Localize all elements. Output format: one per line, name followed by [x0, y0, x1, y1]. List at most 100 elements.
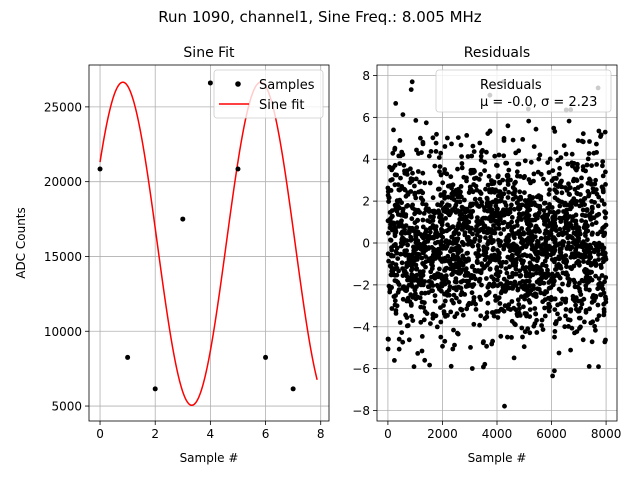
residual-point: [471, 298, 477, 304]
residual-point: [404, 238, 410, 244]
residual-point: [457, 199, 463, 205]
residual-point: [469, 225, 474, 231]
residual-point: [509, 215, 515, 220]
residual-point: [531, 264, 537, 270]
residuals-chart: Residuals 0 2000 4000 6000 8000 −8 −6 −4 −2 0 2 4 6 8…: [352, 45, 621, 465]
residual-point: [541, 200, 547, 206]
residual-point: [404, 315, 410, 320]
residual-point: [427, 229, 433, 235]
residual-point: [478, 297, 484, 302]
residual-point: [564, 246, 570, 251]
residual-point: [420, 217, 426, 223]
residual-point: [549, 227, 555, 233]
residual-point: [574, 244, 580, 249]
residual-point: [505, 172, 511, 178]
residual-point: [562, 214, 568, 220]
residual-point: [398, 222, 404, 228]
residual-point: [527, 260, 533, 266]
residual-point: [456, 299, 462, 305]
residual-point: [387, 210, 393, 215]
residual-point: [563, 151, 569, 157]
residual-point: [575, 165, 580, 171]
residual-point: [504, 270, 510, 276]
residuals-legend-box: [435, 69, 612, 113]
residual-point: [399, 200, 404, 206]
residual-point: [444, 171, 450, 177]
residual-point: [500, 259, 506, 265]
residual-point: [526, 283, 532, 289]
residual-point: [417, 242, 423, 248]
residual-point: [550, 219, 556, 225]
residual-point: [569, 266, 574, 272]
residual-point: [602, 250, 608, 256]
residual-point: [497, 179, 502, 185]
residual-point: [511, 224, 517, 230]
residual-point: [418, 135, 423, 141]
residual-point: [595, 231, 601, 237]
residual-point: [533, 250, 538, 256]
residual-point: [593, 327, 598, 333]
residual-point: [412, 183, 417, 189]
residual-point: [410, 205, 416, 211]
residual-point: [493, 187, 499, 193]
residual-point: [458, 248, 464, 253]
residual-point: [569, 151, 575, 157]
residual-point: [437, 186, 442, 192]
residual-point: [433, 140, 439, 146]
residual-point: [603, 222, 609, 228]
residual-point: [483, 247, 488, 253]
residual-point: [422, 180, 428, 186]
residual-point: [421, 317, 427, 323]
residual-point: [587, 214, 593, 220]
residual-point: [574, 190, 580, 196]
residual-point: [525, 230, 531, 236]
residual-point: [509, 299, 515, 304]
residual-point: [556, 273, 562, 279]
residual-point: [414, 147, 419, 153]
residual-point: [551, 176, 557, 181]
residual-point: [412, 211, 417, 217]
residual-point: [433, 240, 438, 246]
residual-point: [386, 195, 392, 201]
residuals-xtick-label: 2000: [427, 427, 458, 441]
residual-point: [494, 265, 500, 270]
residual-point: [439, 256, 445, 262]
residual-point: [601, 201, 607, 207]
residuals-ytick-label: 6: [362, 111, 370, 125]
residual-point: [592, 247, 597, 253]
residual-point: [491, 179, 497, 185]
residual-point: [526, 220, 531, 226]
residual-point: [474, 232, 480, 238]
residual-point: [489, 230, 495, 236]
residual-point: [415, 218, 420, 224]
residual-point: [566, 181, 571, 187]
residual-point: [477, 238, 483, 244]
residual-point: [524, 253, 530, 259]
residual-point: [545, 160, 551, 166]
residual-point: [538, 196, 544, 202]
residual-point: [490, 338, 495, 344]
residual-point: [537, 152, 543, 158]
residual-point: [517, 306, 522, 312]
residual-point: [398, 231, 404, 237]
sine-fit-legend-box: [213, 69, 324, 119]
residual-point: [577, 254, 583, 259]
residual-point: [593, 263, 599, 268]
residual-point: [470, 189, 476, 195]
residual-point: [598, 132, 604, 138]
residual-point: [422, 357, 428, 363]
residual-point: [515, 297, 521, 303]
residual-point: [453, 202, 459, 208]
residual-point: [394, 172, 399, 178]
residual-point: [551, 209, 556, 215]
residual-point: [510, 137, 516, 143]
residual-point: [455, 225, 461, 231]
residual-point: [430, 288, 435, 294]
residual-point: [596, 313, 602, 319]
residuals-legend-title: Residuals: [480, 78, 542, 93]
residual-point: [397, 161, 403, 167]
residual-point: [596, 364, 601, 370]
residual-point: [421, 211, 427, 216]
residual-point: [484, 149, 489, 155]
residual-point: [502, 403, 507, 409]
